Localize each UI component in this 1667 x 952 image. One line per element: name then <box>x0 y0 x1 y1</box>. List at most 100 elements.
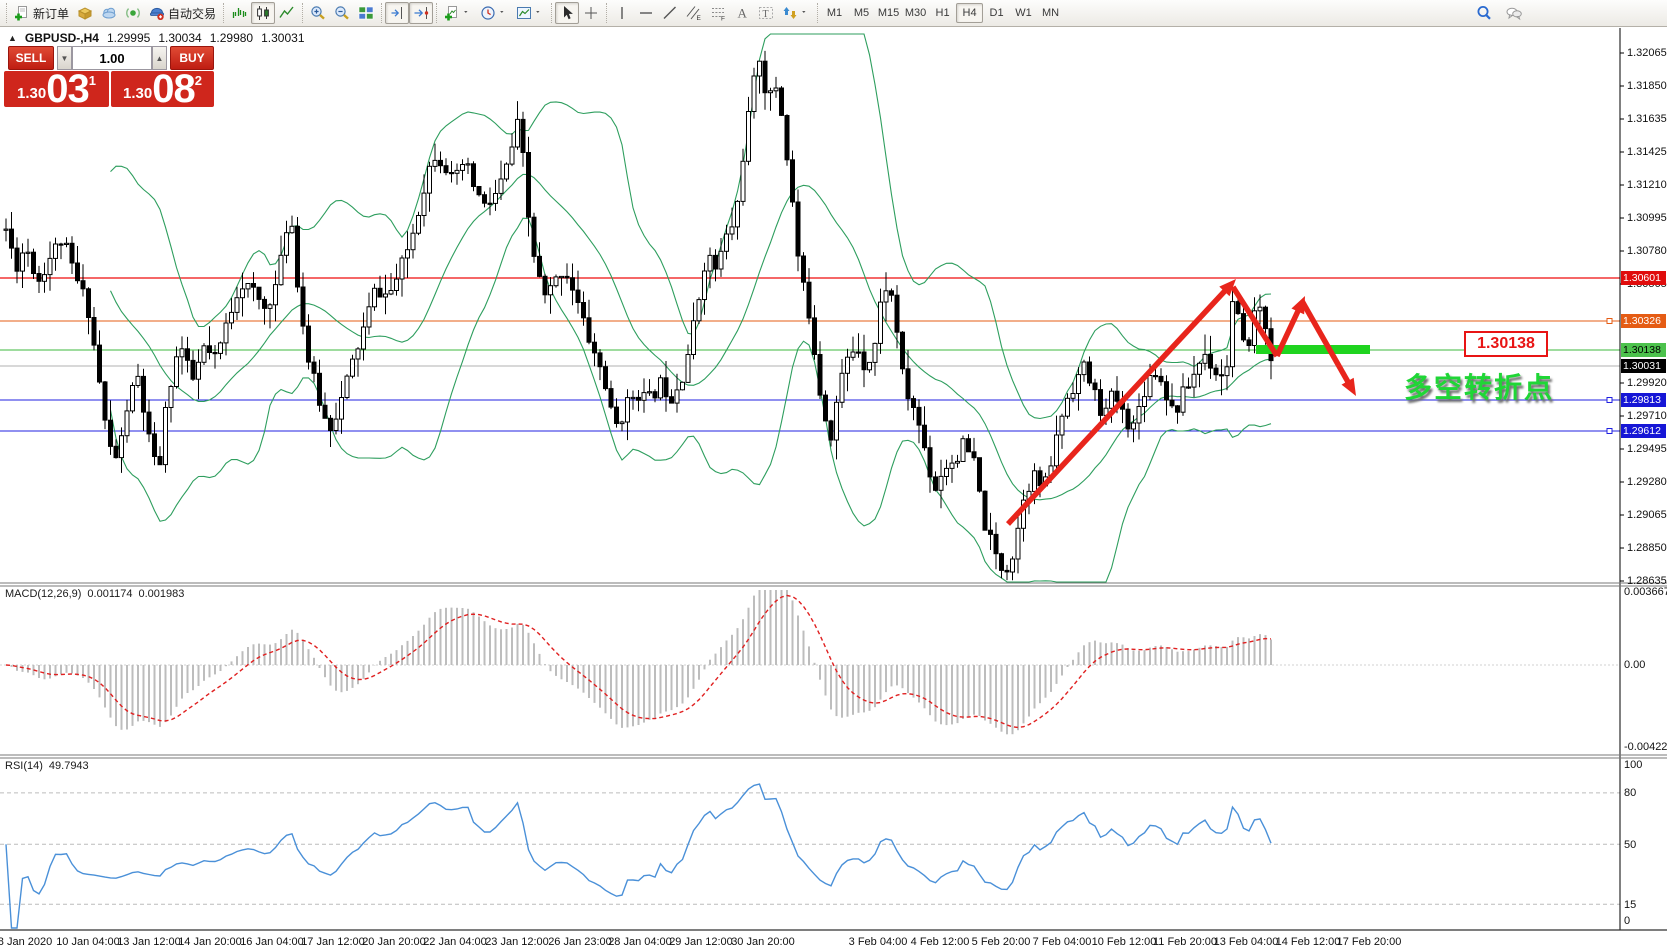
buy-price-button[interactable]: 1.30 08 2 <box>111 69 214 109</box>
bar-low: 1.29980 <box>209 31 254 45</box>
tile-windows-icon <box>358 5 374 21</box>
buy-button[interactable]: BUY <box>170 46 214 70</box>
toolbar-separator <box>223 3 225 23</box>
caret-down-icon <box>535 9 544 18</box>
bar-open: 1.29995 <box>106 31 151 45</box>
auto-scroll-button[interactable] <box>409 2 434 24</box>
caret-down-icon <box>499 9 508 18</box>
macd-signal-value: 0.001983 <box>138 588 185 600</box>
volume-increase-button[interactable]: ▲ <box>152 46 167 70</box>
sell-price-button[interactable]: 1.30 03 1 <box>4 69 109 109</box>
autotrade-button-label: 自动交易 <box>168 6 217 21</box>
text-button[interactable]: A <box>730 2 754 24</box>
toolbar-separator <box>436 3 438 23</box>
volume-input[interactable] <box>72 46 152 70</box>
tile-windows-button[interactable] <box>354 2 378 24</box>
tf-w1-button[interactable]: W1 <box>1010 3 1037 23</box>
template-button[interactable] <box>512 2 548 24</box>
candlestick-button[interactable] <box>251 2 276 24</box>
toolbar: 新订单 自动交易 E F A T M1 M5 M15 M30 H1 H4 D1 W1 MN <box>0 0 1667 27</box>
bar-high: 1.30034 <box>158 31 202 45</box>
channel-button[interactable]: E <box>682 2 706 24</box>
autotrade-icon <box>149 5 165 21</box>
hline-icon <box>638 5 654 21</box>
vertical-line-button[interactable] <box>610 2 634 24</box>
turning-point-annotation[interactable]: 多空转折点 <box>1404 372 1555 403</box>
new-order-button[interactable]: 新订单 <box>10 2 73 24</box>
tf-h4-button[interactable]: H4 <box>956 3 984 23</box>
zoom-out-button[interactable] <box>330 2 354 24</box>
cursor-button[interactable] <box>555 2 580 24</box>
svg-text:F: F <box>721 16 725 22</box>
volume-decrease-button[interactable]: ▼ <box>57 46 72 70</box>
package-icon <box>77 5 93 21</box>
buy-price-prefix: 1.30 <box>123 85 153 102</box>
sell-price-pip: 1 <box>88 73 96 88</box>
toolbar-separator <box>6 3 7 23</box>
tf-m15-button-label: M15 <box>877 7 900 19</box>
trend-annotations[interactable] <box>1005 279 1370 526</box>
toolbar-separator <box>551 3 553 23</box>
line-chart-icon <box>279 5 295 21</box>
symbol-arrow-icon: ▲ <box>8 33 17 43</box>
vline-icon <box>614 5 630 21</box>
new-order-icon <box>14 5 30 21</box>
panel-borders <box>0 28 1667 931</box>
fibonacci-button[interactable]: F <box>706 2 730 24</box>
candlestick-icon <box>255 5 271 21</box>
bollinger-bands <box>109 33 1272 583</box>
sell-price-prefix: 1.30 <box>17 85 47 102</box>
search-button[interactable] <box>1472 2 1496 24</box>
auto-scroll-icon <box>413 5 429 21</box>
chat-button[interactable] <box>1502 2 1526 24</box>
tf-m30-button[interactable]: M30 <box>902 3 929 23</box>
zoom-out-icon <box>334 5 350 21</box>
cloud-icon <box>101 5 117 21</box>
caret-down-icon <box>801 9 810 18</box>
tf-mn-button[interactable]: MN <box>1037 3 1064 23</box>
tf-m15-button[interactable]: M15 <box>875 3 902 23</box>
time-axis[interactable] <box>0 931 1620 952</box>
tf-h1-button[interactable]: H1 <box>929 3 956 23</box>
sell-button[interactable]: SELL <box>8 46 54 70</box>
symbol-info: ▲ GBPUSD-,H4 1.29995 1.30034 1.29980 1.3… <box>8 31 305 45</box>
svg-text:T: T <box>763 9 769 20</box>
toolbar-separator <box>381 3 383 23</box>
tf-w1-button-label: W1 <box>1015 7 1032 19</box>
bar-chart-button[interactable] <box>227 2 251 24</box>
buy-price-pip: 2 <box>194 73 202 88</box>
rsi-panel <box>0 783 1620 929</box>
broadcast-button[interactable] <box>121 2 145 24</box>
crosshair-icon <box>583 5 599 21</box>
trendline-button[interactable] <box>658 2 682 24</box>
price-callout-label[interactable]: 1.30138 <box>1464 331 1548 357</box>
autotrade-button[interactable]: 自动交易 <box>145 2 220 24</box>
line-chart-button[interactable] <box>275 2 299 24</box>
tf-d1-button[interactable]: D1 <box>983 3 1010 23</box>
text-label-button[interactable]: T <box>754 2 778 24</box>
package-button[interactable] <box>73 2 97 24</box>
new-chart-button[interactable] <box>440 2 476 24</box>
arrows-button[interactable] <box>778 2 814 24</box>
publisher-button[interactable] <box>97 2 121 24</box>
price-axis[interactable] <box>1621 28 1667 930</box>
tf-h1-button-label: H1 <box>935 7 950 19</box>
period-button[interactable] <box>476 2 512 24</box>
caret-down-icon <box>463 9 472 18</box>
tf-m1-button[interactable]: M1 <box>821 3 848 23</box>
symbol-title: GBPUSD-,H4 <box>24 31 99 45</box>
crosshair-button[interactable] <box>579 2 603 24</box>
macd-name: MACD(12,26,9) <box>5 588 82 600</box>
horizontal-line-button[interactable] <box>634 2 658 24</box>
chart-shift-button[interactable] <box>385 2 410 24</box>
chat-icon <box>1506 5 1522 21</box>
zoom-in-button[interactable] <box>306 2 330 24</box>
tf-m5-button[interactable]: M5 <box>848 3 875 23</box>
trendline-icon <box>662 5 678 21</box>
rsi-name: RSI(14) <box>5 760 43 772</box>
new-chart-icon <box>444 5 460 21</box>
macd-main-value: 0.001174 <box>87 588 133 600</box>
cursor-icon <box>559 5 575 21</box>
new-order-button-label: 新订单 <box>33 6 70 21</box>
